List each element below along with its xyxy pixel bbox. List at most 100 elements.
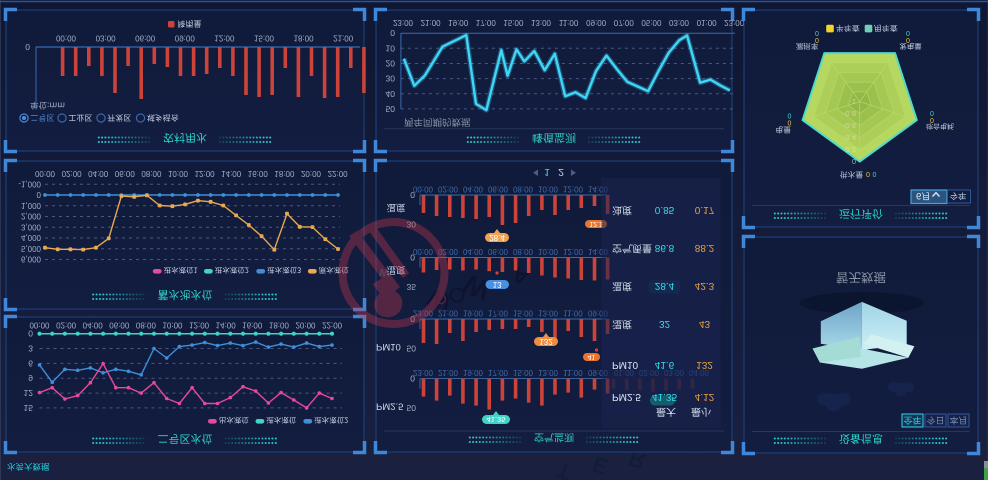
svg-text:4,000: 4,000 <box>21 233 42 242</box>
svg-text:19:00: 19:00 <box>463 368 484 377</box>
svg-text:PM10: PM10 <box>376 341 401 352</box>
svg-text:10:00: 10:00 <box>538 184 559 193</box>
svg-text:32: 32 <box>659 318 671 329</box>
svg-text:0: 0 <box>410 190 415 200</box>
svg-text:14:00: 14:00 <box>216 321 237 330</box>
svg-text:00:00: 00:00 <box>56 34 77 43</box>
svg-text:18:00: 18:00 <box>274 169 295 178</box>
svg-text:9: 9 <box>28 373 33 383</box>
svg-text:0: 0 <box>410 314 415 324</box>
svg-text:3: 3 <box>28 344 33 354</box>
svg-text:09:00: 09:00 <box>588 308 609 317</box>
svg-text:41: 41 <box>588 353 596 360</box>
svg-text:41.6: 41.6 <box>655 359 675 370</box>
svg-text:2,000: 2,000 <box>21 212 42 221</box>
svg-text:-1: -1 <box>849 97 856 106</box>
svg-text:-1,000: -1,000 <box>18 179 41 188</box>
svg-text:42.3: 42.3 <box>695 280 715 291</box>
svg-text:18:00: 18:00 <box>269 321 290 330</box>
svg-text:17:00: 17:00 <box>488 308 509 317</box>
svg-text:04:00: 04:00 <box>689 368 710 377</box>
svg-text:43: 43 <box>699 318 711 329</box>
svg-text:12:00: 12:00 <box>195 169 216 178</box>
svg-text:12.1: 12.1 <box>589 220 603 227</box>
svg-text:10: 10 <box>386 43 396 53</box>
svg-text:06:00: 06:00 <box>135 34 156 43</box>
svg-text:08:00: 08:00 <box>513 184 534 193</box>
svg-text:12:00: 12:00 <box>189 321 210 330</box>
svg-text:1: 1 <box>544 166 550 178</box>
svg-text:40: 40 <box>386 89 396 99</box>
svg-text:0: 0 <box>852 157 856 166</box>
svg-text:08:00: 08:00 <box>141 169 162 178</box>
svg-text:11:00: 11:00 <box>563 368 583 377</box>
svg-text:0: 0 <box>873 170 877 177</box>
svg-text:0: 0 <box>410 253 415 263</box>
svg-text:PM2.5: PM2.5 <box>612 391 641 402</box>
svg-text:12: 12 <box>24 388 34 398</box>
svg-text:6,000: 6,000 <box>21 255 42 264</box>
svg-text:21:00: 21:00 <box>333 34 354 43</box>
svg-text:02:00: 02:00 <box>639 368 660 377</box>
svg-text:0: 0 <box>930 116 934 123</box>
svg-text:-0.6: -0.6 <box>843 121 856 130</box>
svg-text:PM10: PM10 <box>612 359 639 370</box>
svg-text:20:00: 20:00 <box>301 169 322 178</box>
svg-text:06:00: 06:00 <box>488 184 509 193</box>
svg-text:5,000: 5,000 <box>21 244 42 253</box>
svg-text:07:00: 07:00 <box>614 18 635 27</box>
svg-text:00:00: 00:00 <box>413 184 434 193</box>
svg-text:15:00: 15:00 <box>513 368 534 377</box>
svg-text:6: 6 <box>28 358 33 368</box>
svg-text:0: 0 <box>906 36 910 43</box>
svg-text:21:00: 21:00 <box>438 368 459 377</box>
svg-text:-0.8: -0.8 <box>843 109 856 118</box>
svg-text:0.17: 0.17 <box>695 204 715 215</box>
svg-text:02:00: 02:00 <box>62 169 83 178</box>
svg-text:02:00: 02:00 <box>438 184 459 193</box>
svg-text:10:00: 10:00 <box>538 247 559 256</box>
svg-text:4.12: 4.12 <box>695 391 715 402</box>
svg-text:11:00: 11:00 <box>563 308 583 317</box>
svg-text:-0.4: -0.4 <box>843 133 856 142</box>
svg-text:08:00: 08:00 <box>513 247 534 256</box>
svg-text:0: 0 <box>37 190 42 199</box>
svg-text:00:00: 00:00 <box>413 247 434 256</box>
svg-text:30: 30 <box>407 220 417 230</box>
svg-text:41.35: 41.35 <box>652 391 677 402</box>
svg-text:0: 0 <box>28 329 33 339</box>
svg-text:15:00: 15:00 <box>503 18 524 27</box>
svg-text:0: 0 <box>906 29 910 36</box>
svg-text:02:00: 02:00 <box>56 321 77 330</box>
svg-text:21:00: 21:00 <box>421 18 442 27</box>
svg-text:01:00: 01:00 <box>697 18 718 27</box>
svg-text:35: 35 <box>407 282 417 292</box>
svg-text:13: 13 <box>493 280 502 289</box>
svg-text:0: 0 <box>866 170 870 177</box>
svg-text:15:00: 15:00 <box>254 34 275 43</box>
svg-text:19:00: 19:00 <box>448 18 469 27</box>
svg-text:02:00: 02:00 <box>438 247 459 256</box>
svg-text:3,000: 3,000 <box>21 222 42 231</box>
svg-text:41.35: 41.35 <box>487 415 506 424</box>
svg-text:03:00: 03:00 <box>664 368 685 377</box>
svg-text:20:00: 20:00 <box>295 321 316 330</box>
svg-text:13:00: 13:00 <box>538 368 559 377</box>
svg-text:09:00: 09:00 <box>175 34 196 43</box>
svg-text:09:00: 09:00 <box>588 368 609 377</box>
svg-text:08:00: 08:00 <box>136 321 157 330</box>
svg-text:W: W <box>379 266 390 278</box>
svg-text:19:00: 19:00 <box>463 308 484 317</box>
svg-text:14:00: 14:00 <box>221 169 242 178</box>
svg-text:04:00: 04:00 <box>463 247 484 256</box>
svg-text:10:00: 10:00 <box>168 169 189 178</box>
svg-text:86.8: 86.8 <box>655 242 675 253</box>
svg-text:0: 0 <box>25 42 30 52</box>
svg-text:22:00: 22:00 <box>328 169 349 178</box>
svg-text:23:00: 23:00 <box>413 368 434 377</box>
svg-text:03:00: 03:00 <box>669 18 690 27</box>
svg-text:0: 0 <box>815 29 819 36</box>
svg-text:0: 0 <box>788 112 792 119</box>
svg-text:16:00: 16:00 <box>248 169 269 178</box>
svg-text:88.2: 88.2 <box>695 242 715 253</box>
